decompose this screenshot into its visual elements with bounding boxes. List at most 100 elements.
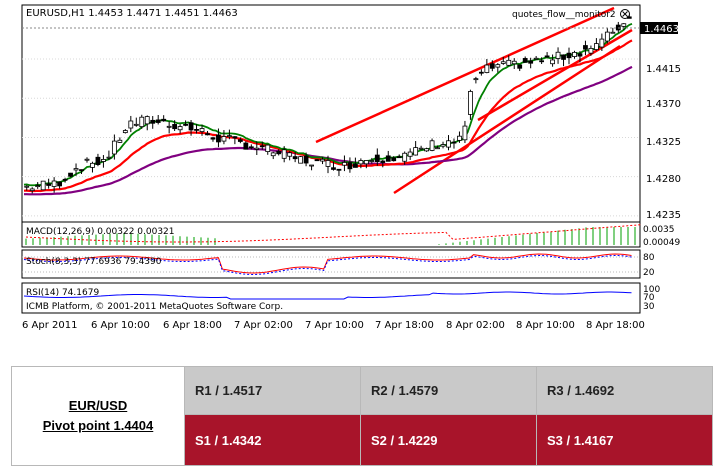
candle-bull [227, 135, 232, 138]
candle-bull [84, 158, 90, 161]
stoch-main-line [23, 253, 632, 274]
candle-bear [210, 137, 216, 140]
candle-bear [396, 156, 402, 159]
candle-bull [473, 78, 479, 81]
candle-bull [500, 61, 506, 64]
candle-bear [205, 133, 210, 136]
time-label: 8 Apr 18:00 [586, 320, 645, 331]
candle-bull [287, 152, 293, 157]
pair-cell: EUR/USD Pivot point 1.4404 [11, 366, 185, 466]
candle-bear [232, 136, 238, 139]
candle-bull [588, 48, 594, 54]
stoch-scale-80: 80 [643, 253, 655, 263]
candle-bull [506, 59, 512, 66]
candle-bear [336, 168, 342, 171]
chart-window[interactable]: 1.4463 EURUSD,H1 1.4453 1.4471 1.4451 1.… [0, 0, 725, 345]
stoch-frame [21, 249, 641, 279]
candle-bull [572, 51, 577, 57]
candle-bull [413, 147, 419, 156]
rsi-line [23, 291, 632, 300]
candle-bear [583, 45, 588, 50]
candle-bear [331, 167, 336, 170]
price-label: 1.4280 [646, 174, 681, 185]
candle-bear [155, 119, 161, 123]
candle-bear [314, 159, 320, 162]
candle-bull [90, 162, 95, 168]
candle-bear [561, 54, 566, 60]
time-axis: 6 Apr 2011 6 Apr 10:00 6 Apr 18:00 7 Apr… [22, 320, 645, 331]
candle-bull [133, 123, 139, 126]
price-label: 1.4235 [646, 210, 681, 221]
rsi-scale-70: 70 [643, 293, 655, 303]
middle-trendline [477, 28, 633, 122]
candles [24, 15, 632, 194]
candle-bull [325, 160, 331, 167]
price-chart[interactable]: 1.4463 EURUSD,H1 1.4453 1.4471 1.4451 1.… [0, 0, 725, 345]
candle-bear [577, 53, 583, 57]
stoch-scale-20: 20 [643, 268, 655, 278]
candle-bull [604, 31, 610, 42]
close-indicator-icon-x2 [622, 11, 628, 17]
macd-scale-bottom: 0.00049 [643, 238, 680, 248]
candle-bear [259, 145, 265, 148]
lower-trendline [393, 44, 621, 195]
candle-bear [566, 52, 572, 59]
time-label: 6 Apr 10:00 [91, 320, 150, 331]
s2-cell: S2 / 1.4229 [360, 414, 537, 466]
candle-bull [117, 139, 123, 143]
candle-bull [402, 152, 408, 162]
rsi-indicator [23, 291, 632, 300]
candle-bear [528, 60, 534, 64]
candle-bear [478, 71, 484, 74]
r2-cell: R2 / 1.4579 [360, 366, 537, 415]
candle-bull [342, 162, 347, 166]
candle-bull [101, 159, 106, 162]
candle-bull [254, 147, 260, 150]
time-label: 7 Apr 10:00 [305, 320, 364, 331]
candle-bull [484, 64, 490, 73]
candle-bull [281, 149, 287, 159]
candle-bear [194, 128, 199, 131]
candle-bull [533, 57, 539, 60]
price-label: 1.4415 [646, 64, 681, 75]
candle-bull [446, 140, 451, 148]
candle-bull [621, 23, 627, 27]
candle-bull [495, 64, 501, 68]
stoch-indicator [22, 253, 640, 275]
candle-bull [407, 151, 413, 157]
candle-bull [122, 130, 128, 134]
rsi-scale-100: 100 [643, 285, 660, 295]
time-label: 7 Apr 02:00 [234, 320, 293, 331]
candle-bull [106, 156, 112, 159]
channel-trendlines [315, 6, 633, 195]
candle-bear [303, 155, 309, 164]
price-scale: 1.4415 1.4370 1.4325 1.4280 1.4235 [646, 64, 681, 221]
candle-bull [270, 152, 276, 157]
candle-bear [352, 163, 358, 168]
candle-bull [435, 147, 440, 150]
candle-bear [68, 172, 73, 177]
candle-bear [544, 55, 550, 58]
candle-bull [177, 126, 183, 131]
candle-bull [593, 43, 599, 50]
close-indicator-icon[interactable] [620, 9, 630, 19]
candle-bull [35, 185, 41, 188]
candle-bear [489, 63, 495, 69]
candle-bear [95, 156, 101, 165]
candle-bull [144, 116, 150, 125]
candle-bull [369, 160, 375, 162]
candle-bear [216, 134, 221, 143]
candle-bull [320, 158, 325, 162]
candle-bull [363, 160, 369, 165]
time-label: 8 Apr 10:00 [516, 320, 575, 331]
time-label: 6 Apr 18:00 [163, 320, 222, 331]
candle-bull [418, 147, 424, 150]
candle-bull [599, 38, 605, 48]
candle-bull [29, 188, 35, 191]
candle-bear [380, 160, 386, 163]
macd-indicator [25, 224, 643, 245]
candle-bull [511, 60, 517, 65]
candle-bull [199, 128, 205, 132]
candle-bear [188, 122, 194, 131]
s3-cell: S3 / 1.4167 [536, 414, 713, 466]
